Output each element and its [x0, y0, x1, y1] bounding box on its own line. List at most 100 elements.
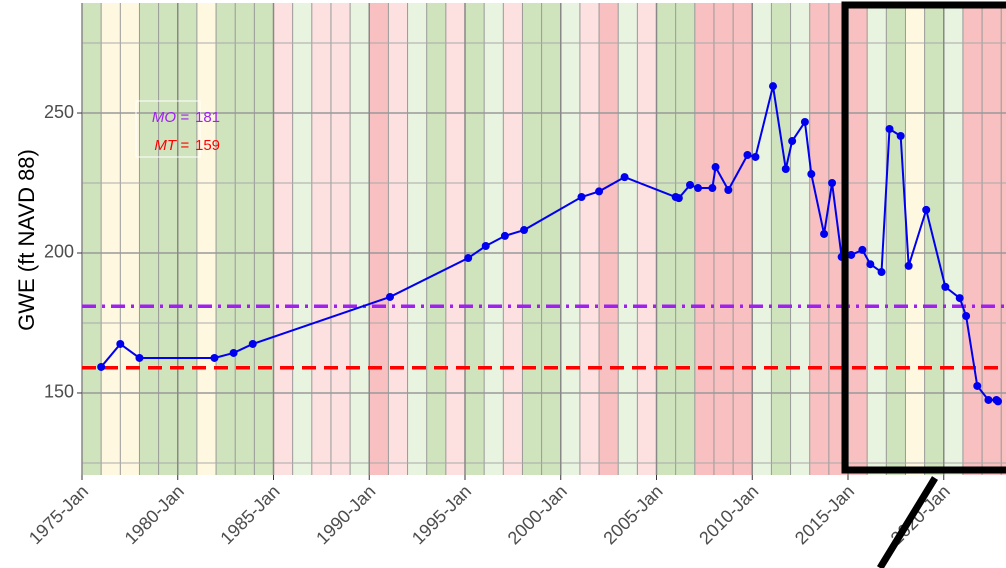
threshold-box: [135, 100, 201, 158]
year-band: [388, 3, 408, 475]
year-band: [369, 3, 389, 475]
data-point: [686, 180, 695, 189]
threshold-value: 181: [195, 109, 220, 126]
data-point: [885, 124, 894, 133]
year-band: [273, 3, 293, 475]
year-band: [541, 3, 561, 475]
data-point: [674, 194, 683, 203]
data-point: [724, 186, 733, 195]
threshold-label: MO =: [152, 109, 189, 126]
data-point: [711, 163, 720, 172]
data-point: [781, 165, 790, 174]
year-band: [426, 3, 446, 475]
data-point: [135, 353, 144, 362]
year-band: [579, 3, 600, 475]
data-point: [858, 245, 867, 254]
year-band: [905, 3, 925, 475]
y-tick-label: 150: [44, 382, 74, 402]
year-band: [465, 3, 485, 475]
threshold-value: 159: [195, 137, 220, 154]
year-band: [733, 3, 753, 475]
year-band: [713, 3, 734, 475]
year-band: [120, 3, 140, 475]
year-band: [311, 3, 331, 475]
data-point: [464, 254, 473, 263]
year-band: [158, 3, 178, 475]
x-tick-label: 1995-Jan: [408, 481, 475, 548]
year-band: [139, 3, 159, 475]
x-tick-label: 2000-Jan: [504, 481, 571, 548]
data-point: [788, 137, 797, 146]
data-point: [620, 173, 629, 182]
year-band: [867, 3, 887, 475]
year-band: [1001, 3, 1006, 475]
callout-box: [841, 1, 1006, 474]
year-band: [848, 3, 868, 475]
year-band: [752, 3, 772, 475]
y-tick-label: 200: [44, 242, 74, 262]
data-point: [595, 187, 604, 196]
year-band: [656, 3, 676, 475]
year-band: [637, 3, 657, 475]
data-point: [941, 282, 950, 291]
year-band: [790, 3, 810, 475]
data-point: [751, 152, 760, 161]
data-point: [229, 348, 238, 357]
year-band: [503, 3, 523, 475]
x-tick-label: 1985-Jan: [216, 481, 283, 548]
data-point: [984, 395, 993, 404]
year-band: [599, 3, 619, 475]
grid: [81, 3, 1006, 475]
year-band: [216, 3, 236, 475]
x-tick-label: 2010-Jan: [695, 481, 762, 548]
data-point: [800, 117, 809, 126]
year-band: [484, 3, 504, 475]
year-band: [101, 3, 121, 475]
year-band: [522, 3, 542, 475]
x-tick-label: 2005-Jan: [599, 481, 666, 548]
data-point: [500, 231, 509, 240]
data-point: [694, 184, 702, 193]
data-point: [481, 241, 490, 250]
year-band: [235, 3, 255, 475]
year-band: [292, 3, 312, 475]
year-band: [982, 3, 1002, 475]
year-band: [350, 3, 370, 475]
year-band: [943, 3, 963, 475]
marks: [82, 82, 1006, 406]
data-point: [877, 268, 886, 277]
data-point: [820, 229, 829, 238]
year-band: [694, 3, 714, 475]
year-band: [177, 3, 197, 475]
x-tick-label: 2015-Jan: [791, 481, 858, 548]
year-band: [962, 3, 983, 475]
year-band: [618, 3, 638, 475]
callout-line: [877, 476, 938, 568]
data-point: [210, 353, 219, 362]
year-band: [560, 3, 580, 475]
year-band: [675, 3, 695, 475]
year-band: [254, 3, 274, 475]
data-point: [847, 250, 856, 259]
data-point: [743, 151, 752, 160]
y-tick-label: 250: [44, 102, 74, 122]
threshold-label: MT =: [154, 137, 189, 154]
year-band: [809, 3, 829, 475]
data-point: [97, 362, 106, 371]
year-band: [82, 3, 102, 475]
data-point: [769, 82, 778, 91]
data-point: [708, 184, 717, 193]
data-point: [248, 339, 257, 348]
data-point: [116, 339, 125, 348]
data-point: [922, 205, 931, 214]
data-point: [520, 226, 529, 235]
year-band: [196, 3, 217, 475]
data-point: [577, 193, 586, 202]
y-axis-title: GWE (ft NAVD 88): [14, 149, 39, 331]
year-band: [330, 3, 351, 475]
x-tick-label: 1990-Jan: [312, 481, 379, 548]
data-point: [994, 397, 1003, 406]
year-band: [886, 3, 906, 475]
x-tick-label: 1980-Jan: [121, 481, 188, 548]
